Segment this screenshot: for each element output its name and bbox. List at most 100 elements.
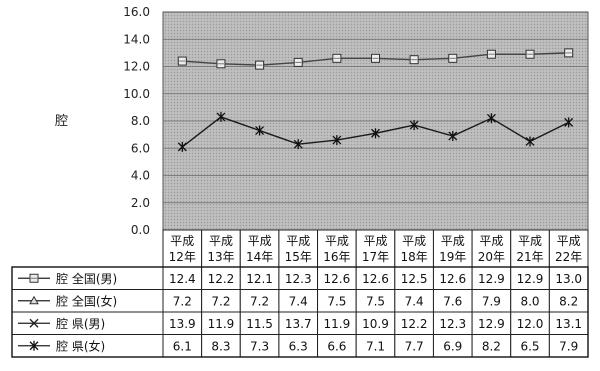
category-label-line2: 19年 xyxy=(439,250,466,264)
data-label: 6.3 xyxy=(289,339,308,353)
data-label: 8.2 xyxy=(559,294,578,308)
header-cell xyxy=(510,229,550,268)
category-label-line2: 13年 xyxy=(207,250,234,264)
data-label: 12.3 xyxy=(285,272,312,286)
data-label: 6.6 xyxy=(327,339,346,353)
header-cell xyxy=(239,229,280,268)
data-label: 12.1 xyxy=(246,272,273,286)
data-label: 7.4 xyxy=(289,294,308,308)
data-label: 12.5 xyxy=(401,272,428,286)
category-label-line1: 平成 xyxy=(209,234,233,248)
data-label: 13.1 xyxy=(555,317,582,331)
data-label: 8.2 xyxy=(482,339,501,353)
data-label: 11.9 xyxy=(324,317,351,331)
data-label: 7.7 xyxy=(405,339,424,353)
category-label-line2: 18年 xyxy=(400,250,427,264)
data-label: 7.1 xyxy=(366,339,385,353)
data-label: 7.9 xyxy=(482,294,501,308)
y-tick-label: 4.0 xyxy=(131,169,150,183)
category-label-line2: 22年 xyxy=(555,250,582,264)
data-label: 12.6 xyxy=(324,272,351,286)
data-point-0 xyxy=(293,57,303,67)
data-label: 12.3 xyxy=(439,317,466,331)
data-point-3 xyxy=(255,125,265,136)
category-label-line1: 平成 xyxy=(325,234,349,248)
data-point-0 xyxy=(486,49,496,59)
header-cell xyxy=(355,229,396,268)
data-point-0 xyxy=(332,53,342,63)
data-label: 7.9 xyxy=(559,339,578,353)
data-point-0 xyxy=(177,56,187,66)
data-label: 7.2 xyxy=(173,294,192,308)
data-point-0 xyxy=(255,60,265,70)
data-point-3 xyxy=(409,120,419,131)
data-point-0 xyxy=(448,53,458,63)
data-label: 12.4 xyxy=(169,272,196,286)
category-label-line1: 平成 xyxy=(402,234,426,248)
legend-key-marker xyxy=(29,340,39,351)
data-label: 11.9 xyxy=(208,317,235,331)
data-point-0 xyxy=(409,55,419,65)
category-label-line2: 14年 xyxy=(246,250,273,264)
data-label: 7.6 xyxy=(443,294,462,308)
gridlines xyxy=(163,38,588,204)
y-tick-label: 16.0 xyxy=(123,5,150,19)
category-label-line1: 平成 xyxy=(170,234,194,248)
y-tick-label: 6.0 xyxy=(131,141,150,155)
data-point-3 xyxy=(448,130,458,141)
data-label: 12.9 xyxy=(478,317,505,331)
data-point-0 xyxy=(525,49,535,59)
data-label: 12.6 xyxy=(362,272,389,286)
header-cell xyxy=(394,229,434,268)
y-tick-label: 14.0 xyxy=(123,32,150,46)
category-label-line1: 平成 xyxy=(518,234,542,248)
data-label: 13.9 xyxy=(169,317,196,331)
data-point-0 xyxy=(371,53,380,63)
y-axis-label: 腔 xyxy=(55,114,68,129)
legend-series-name: 腔 全国(女) xyxy=(56,293,117,308)
category-label-line2: 12年 xyxy=(169,250,196,264)
data-label: 12.2 xyxy=(208,272,235,286)
category-label-line2: 15年 xyxy=(285,250,312,264)
data-label: 6.1 xyxy=(173,339,192,353)
header-cell xyxy=(471,229,512,268)
data-label: 7.5 xyxy=(366,294,385,308)
category-label-line1: 平成 xyxy=(363,234,387,248)
data-label: 6.5 xyxy=(520,339,539,353)
category-label-line1: 平成 xyxy=(479,234,503,248)
legend-key-marker xyxy=(29,295,39,305)
data-label: 13.7 xyxy=(285,317,312,331)
data-table: 平成12年平成13年平成14年平成15年平成16年平成17年平成18年平成19年… xyxy=(11,229,589,358)
y-tick-label: 10.0 xyxy=(123,87,150,101)
category-label-line2: 21年 xyxy=(516,250,543,264)
data-label: 8.3 xyxy=(211,339,230,353)
y-tick-label: 0.0 xyxy=(131,223,150,237)
data-label: 7.5 xyxy=(327,294,346,308)
legend-key-marker xyxy=(29,318,39,328)
data-label: 12.9 xyxy=(517,272,544,286)
data-label: 12.0 xyxy=(517,317,544,331)
data-label: 10.9 xyxy=(362,317,389,331)
header-cell xyxy=(278,229,319,268)
legend-series-name: 腔 県(女) xyxy=(56,338,105,353)
data-point-3 xyxy=(525,136,535,147)
data-point-0 xyxy=(564,48,574,58)
data-point-3 xyxy=(216,111,226,122)
series-markers xyxy=(177,48,574,152)
data-label: 7.2 xyxy=(250,294,269,308)
data-point-3 xyxy=(371,128,380,139)
data-point-3 xyxy=(293,139,303,150)
y-tick-label: 12.0 xyxy=(123,60,150,74)
category-label-line1: 平成 xyxy=(557,234,581,248)
data-label: 12.6 xyxy=(439,272,466,286)
data-point-0 xyxy=(216,59,226,69)
legend-series-name: 腔 全国(男) xyxy=(56,271,117,286)
y-tick-label: 2.0 xyxy=(131,196,150,210)
y-axis-tick-labels: 0.0 2.0 4.0 6.0 8.0 10.0 12.0 14.0 16.0 xyxy=(123,5,150,237)
data-label: 11.5 xyxy=(246,317,273,331)
data-point-3 xyxy=(564,117,574,128)
data-label: 12.9 xyxy=(478,272,505,286)
data-label: 8.0 xyxy=(520,294,539,308)
y-tick-label: 8.0 xyxy=(131,114,150,128)
category-label-line2: 16年 xyxy=(323,250,350,264)
